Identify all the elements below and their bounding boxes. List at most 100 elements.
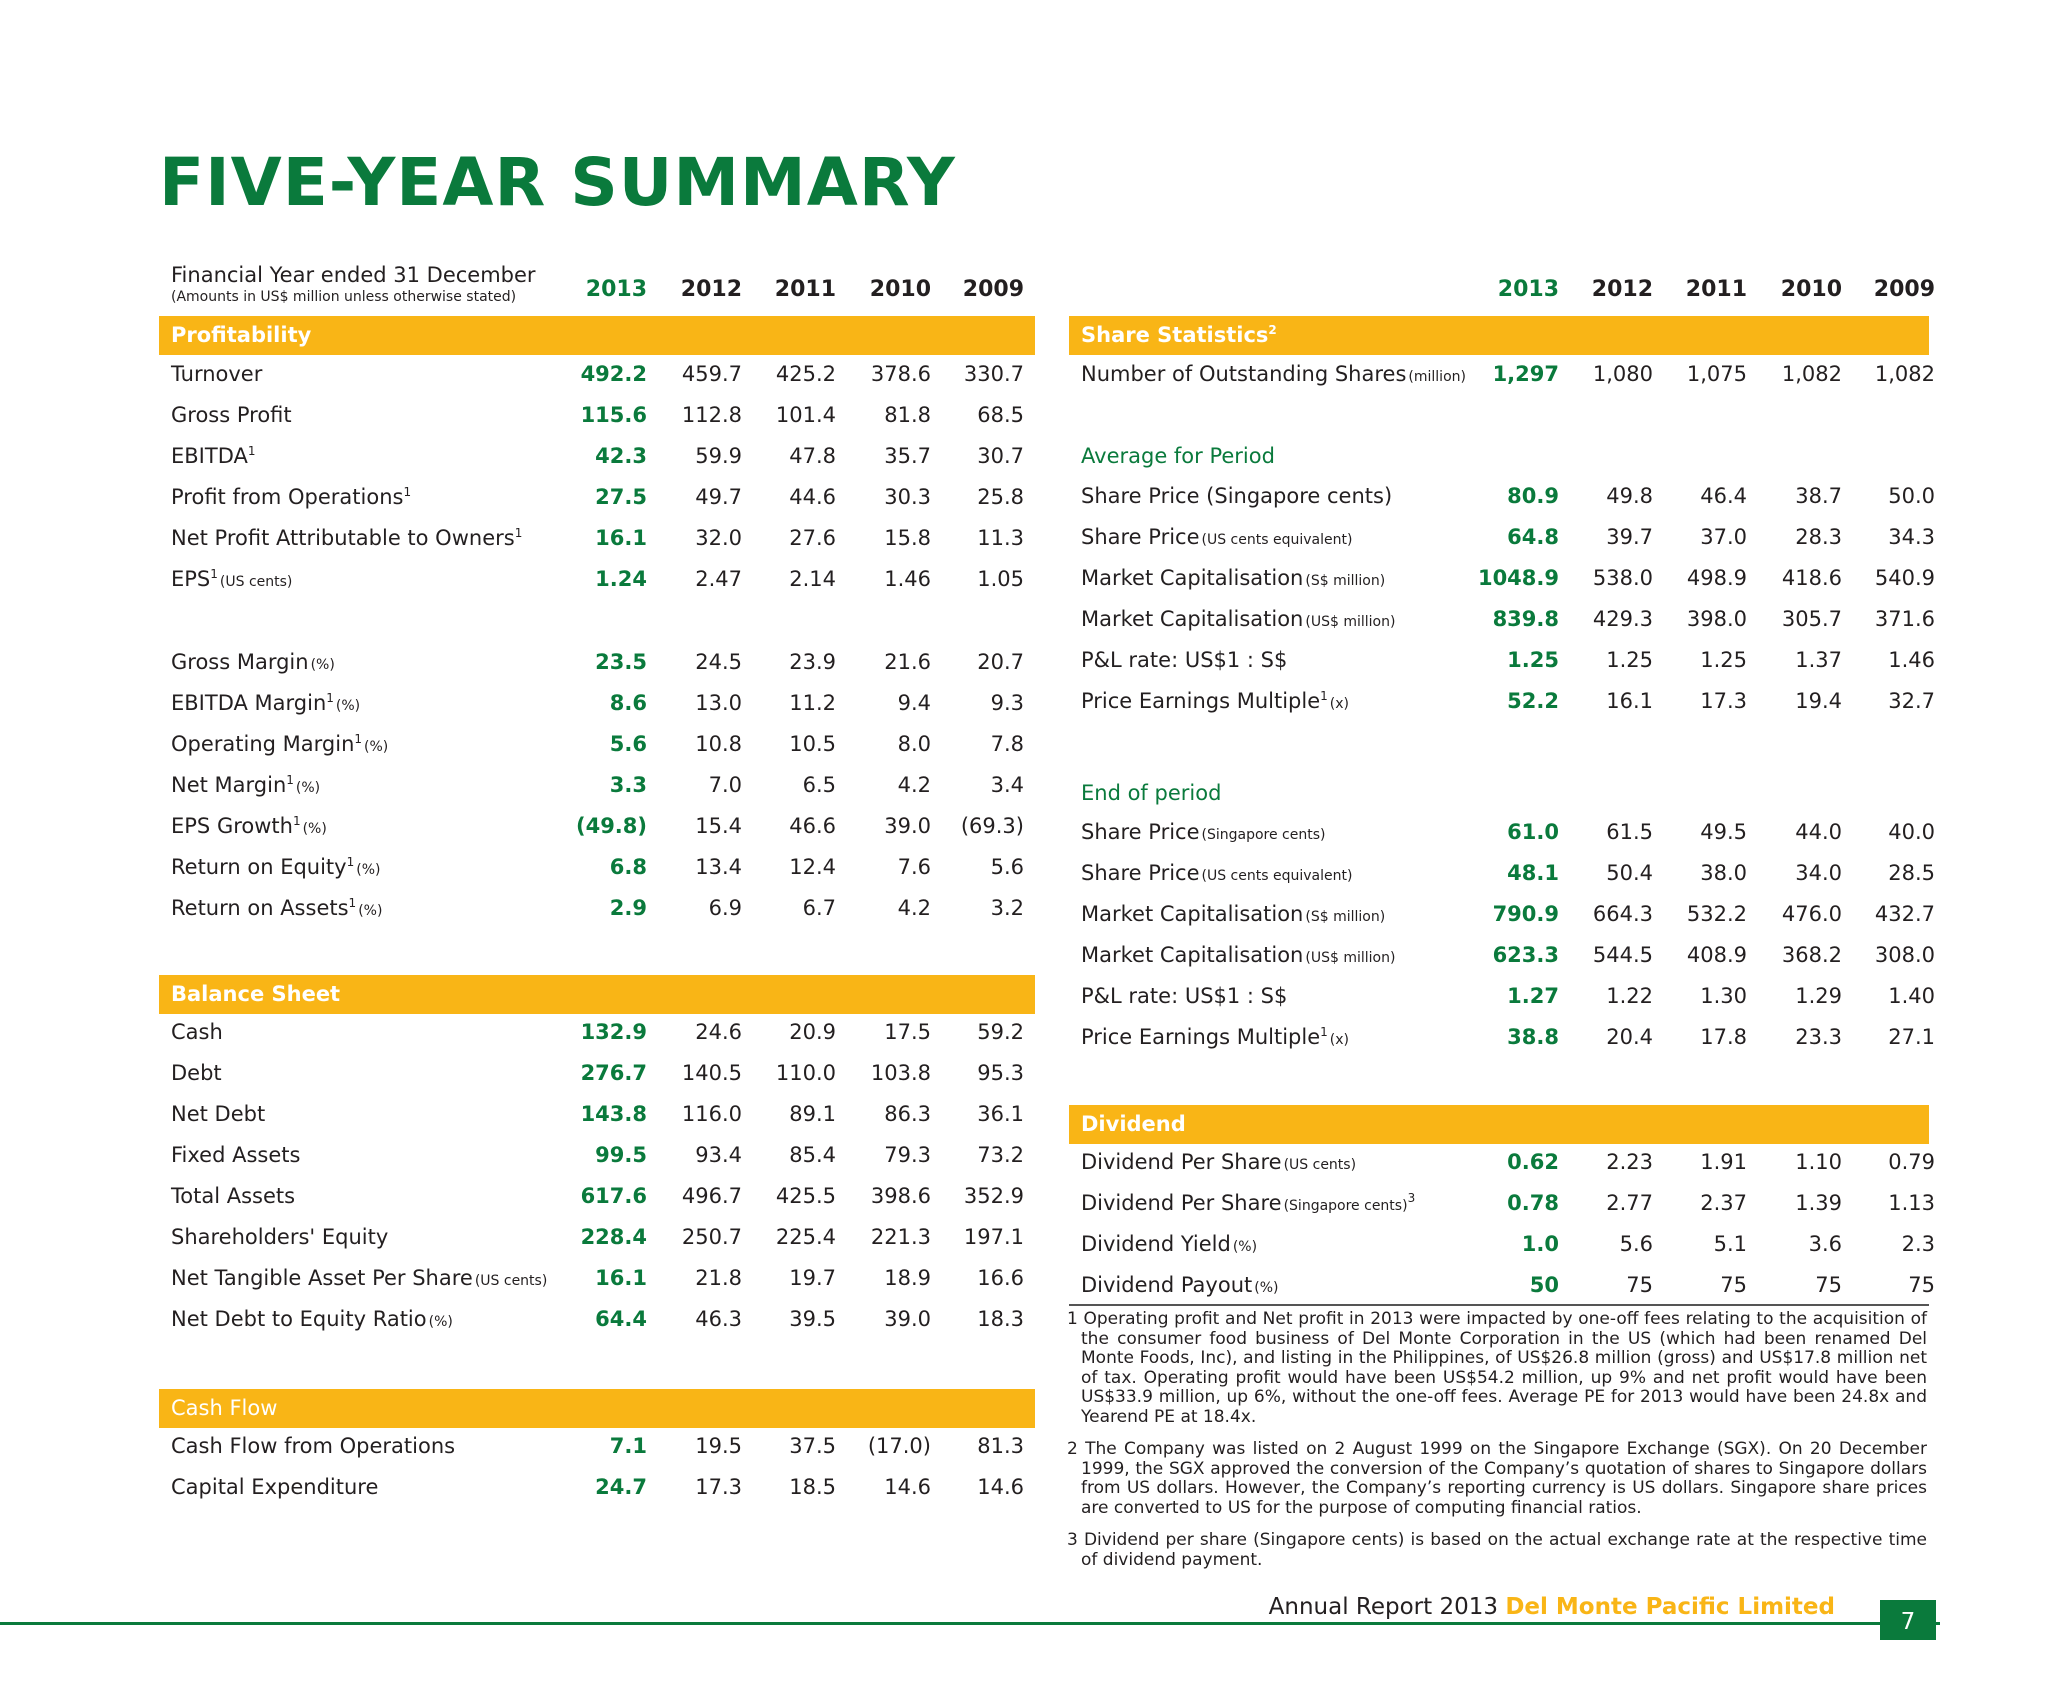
section-bar-profitability: Profitability bbox=[159, 316, 1035, 355]
value-2011: 37.0 bbox=[1700, 525, 1747, 549]
left-summary-table: Financial Year ended 31 December (Amount… bbox=[159, 262, 1035, 1542]
value-2009: 1,082 bbox=[1874, 362, 1935, 386]
value-2012: 46.3 bbox=[695, 1307, 742, 1331]
value-2012: 2.77 bbox=[1606, 1191, 1653, 1215]
row-label: P&L rate: US$1 : S$ bbox=[1081, 640, 1287, 680]
value-2013: 5.6 bbox=[609, 732, 647, 756]
value-2011: 110.0 bbox=[775, 1061, 836, 1085]
table-row: Market Capitalisation (US$ million) 839.8 4… bbox=[1069, 599, 1935, 642]
value-2012: 61.5 bbox=[1606, 820, 1653, 844]
year-2013: 2013 bbox=[585, 277, 647, 302]
table-row: Net Debt to Equity Ratio (%) 64.4 46.3 39.5 3… bbox=[159, 1299, 1035, 1339]
value-2012: 50.4 bbox=[1606, 861, 1653, 885]
row-unit: (US$ million) bbox=[1305, 950, 1396, 966]
value-2012: 20.4 bbox=[1606, 1025, 1653, 1049]
table-row: Share Price (US cents equivalent) 64.8 39.7… bbox=[1069, 517, 1935, 557]
value-2013: 1048.9 bbox=[1477, 566, 1559, 590]
year-2011: 2011 bbox=[1685, 277, 1747, 302]
table-row: EBITDA Margin1 (%) 8.6 13.0 11.2 9.4 9.3 bbox=[159, 683, 1035, 723]
value-2011: 49.5 bbox=[1700, 820, 1747, 844]
value-2013: 1.27 bbox=[1507, 984, 1559, 1008]
table-row: EPS1 (US cents) 1.24 2.47 2.14 1.46 1.05 bbox=[159, 559, 1035, 599]
value-2009: 1.13 bbox=[1888, 1191, 1935, 1215]
value-2010: 221.3 bbox=[870, 1225, 931, 1249]
section-bar-share-statistics: Share Statistics2 bbox=[1069, 316, 1929, 355]
value-2012: 32.0 bbox=[695, 526, 742, 550]
row-label: Return on Assets1 (%) bbox=[171, 888, 382, 931]
row-label-text: Market Capitalisation bbox=[1081, 943, 1304, 967]
value-2010: 86.3 bbox=[884, 1102, 931, 1126]
value-2011: 19.7 bbox=[789, 1266, 836, 1290]
value-2009: 2.3 bbox=[1901, 1232, 1935, 1256]
row-label-text: Dividend Per Share bbox=[1081, 1150, 1282, 1174]
value-2011: 85.4 bbox=[789, 1143, 836, 1167]
value-2013: 839.8 bbox=[1492, 607, 1559, 631]
value-2009: 28.5 bbox=[1888, 861, 1935, 885]
row-label-text: EPS Growth bbox=[171, 814, 293, 838]
row-label-text: Shareholders' Equity bbox=[171, 1225, 389, 1249]
row-label-text: Net Tangible Asset Per Share bbox=[171, 1266, 473, 1290]
value-2013: 0.62 bbox=[1507, 1150, 1559, 1174]
value-2010: 9.4 bbox=[897, 691, 931, 715]
footnote-ref: 1 bbox=[354, 732, 363, 746]
end-of-period-heading: End of period bbox=[1081, 781, 1222, 805]
year-2012: 2012 bbox=[680, 277, 742, 302]
value-2013: 6.8 bbox=[609, 855, 647, 879]
value-2009: 68.5 bbox=[977, 403, 1024, 427]
value-2013: 7.1 bbox=[609, 1434, 647, 1458]
value-2012: 24.5 bbox=[695, 650, 742, 674]
table-row: Net Profit Attributable to Owners1 16.1 32… bbox=[159, 518, 1035, 558]
value-2011: 37.5 bbox=[789, 1434, 836, 1458]
value-2010: 15.8 bbox=[884, 526, 931, 550]
value-2012: 21.8 bbox=[695, 1266, 742, 1290]
table-row: Turnover 492.2 459.7 425.2 378.6 330.7 bbox=[159, 354, 1035, 394]
share-statistics-label: Share Statistics bbox=[1081, 323, 1269, 347]
value-2009: (69.3) bbox=[960, 814, 1024, 838]
value-2010: 28.3 bbox=[1795, 525, 1842, 549]
row-label: Total Assets bbox=[171, 1176, 295, 1216]
row-label-text: Operating Margin bbox=[171, 732, 355, 756]
value-2009: 3.2 bbox=[990, 896, 1024, 920]
footer-report-label: Annual Report 2013 bbox=[1268, 1594, 1499, 1620]
value-2010: 34.0 bbox=[1795, 861, 1842, 885]
row-label: EPS Growth1 (%) bbox=[171, 806, 327, 849]
row-unit: (US cents) bbox=[219, 574, 293, 590]
footnote-ref: 1 bbox=[247, 444, 256, 458]
value-2009: 50.0 bbox=[1888, 484, 1935, 508]
table-row: Fixed Assets 99.5 93.4 85.4 79.3 73.2 bbox=[159, 1135, 1035, 1175]
year-2010: 2010 bbox=[1780, 277, 1842, 302]
footnote-ref: 1 bbox=[292, 814, 301, 828]
table-row: Net Debt 143.8 116.0 89.1 86.3 36.1 bbox=[159, 1094, 1035, 1134]
value-2012: 116.0 bbox=[681, 1102, 742, 1126]
value-2009: 59.2 bbox=[977, 1020, 1024, 1044]
value-2012: 2.23 bbox=[1606, 1150, 1653, 1174]
table-row: P&L rate: US$1 : S$ 1.27 1.22 1.30 1.29 1.40 bbox=[1069, 976, 1935, 1016]
row-label: Market Capitalisation (US$ million) bbox=[1081, 935, 1395, 978]
row-label: EBITDA Margin1 (%) bbox=[171, 683, 360, 726]
row-label-text: Gross Margin bbox=[171, 650, 309, 674]
value-2011: 10.5 bbox=[789, 732, 836, 756]
value-2010: 30.3 bbox=[884, 485, 931, 509]
value-2010: 23.3 bbox=[1795, 1025, 1842, 1049]
value-2011: 6.7 bbox=[802, 896, 836, 920]
row-label-text: Cash Flow from Operations bbox=[171, 1434, 456, 1458]
value-2012: 112.8 bbox=[681, 403, 742, 427]
value-2013: 143.8 bbox=[580, 1102, 647, 1126]
table-row: Net Tangible Asset Per Share (US cents) 16… bbox=[159, 1258, 1035, 1298]
row-unit: (US cents) bbox=[1283, 1157, 1357, 1173]
value-2010: 35.7 bbox=[884, 444, 931, 468]
row-label: Price Earnings Multiple1 (x) bbox=[1081, 1017, 1349, 1060]
row-label: Market Capitalisation (US$ million) bbox=[1081, 599, 1395, 642]
value-2010: 378.6 bbox=[870, 362, 931, 386]
value-2010: 103.8 bbox=[870, 1061, 931, 1085]
table-row: Cash Flow from Operations 7.1 19.5 37.5 (17.… bbox=[159, 1426, 1035, 1466]
value-2013: 1.25 bbox=[1507, 648, 1559, 672]
table-row: Market Capitalisation (S$ million) 790.9 66… bbox=[1069, 894, 1935, 934]
table-row: Market Capitalisation (US$ million) 623.3 5… bbox=[1069, 935, 1935, 978]
row-unit: (S$ million) bbox=[1305, 909, 1386, 925]
year-header-row: 2013 2012 2011 2010 2009 bbox=[159, 270, 1035, 310]
value-2009: 36.1 bbox=[977, 1102, 1024, 1126]
value-2009: 95.3 bbox=[977, 1061, 1024, 1085]
value-2011: 18.5 bbox=[789, 1475, 836, 1499]
value-2011: 425.2 bbox=[775, 362, 836, 386]
